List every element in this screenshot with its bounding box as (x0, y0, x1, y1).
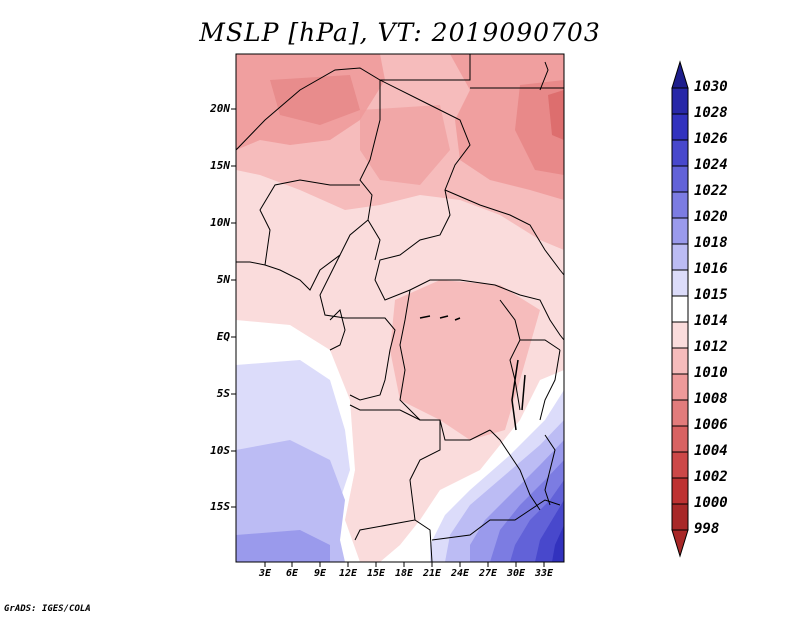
colorbar-label: 1004 (694, 443, 728, 459)
colorbar-segment (671, 243, 689, 271)
lat-label-eq: EQ (216, 330, 230, 343)
colorbar-segment (671, 321, 689, 349)
colorbar-label: 1018 (694, 235, 728, 251)
colorbar-label: 1014 (694, 313, 728, 329)
colorbar-label: 1016 (694, 261, 728, 277)
lon-label-15e: 15E (366, 568, 386, 579)
lon-label-12e: 12E (338, 568, 358, 579)
colorbar-label: 1026 (694, 131, 728, 147)
colorbar-segment (671, 425, 689, 453)
colorbar-segment (671, 113, 689, 141)
colorbar-label: 1015 (694, 287, 728, 303)
colorbar-segment (671, 87, 689, 115)
colorbar-label: 1020 (694, 209, 728, 225)
colorbar-label: 1030 (694, 79, 728, 95)
country-borders (236, 54, 564, 562)
colorbar-segment (671, 477, 689, 505)
lat-label-10s: 10S (210, 444, 230, 457)
lat-label-15n: 15N (210, 159, 230, 172)
lon-label-21e: 21E (422, 568, 442, 579)
colorbar-label: 1012 (694, 339, 728, 355)
lon-label-27e: 27E (478, 568, 498, 579)
lon-label-9e: 9E (313, 568, 327, 579)
colorbar-segment (671, 191, 689, 219)
credit-text: GrADS: IGES/COLA (4, 604, 91, 614)
colorbar-label: 1008 (694, 391, 728, 407)
colorbar-segment (671, 399, 689, 427)
colorbar-segment (671, 165, 689, 193)
lat-label-5s: 5S (216, 387, 230, 400)
colorbar-label: 1002 (694, 469, 728, 485)
lat-ticks (231, 108, 236, 508)
lon-label-18e: 18E (394, 568, 414, 579)
colorbar-segment (671, 503, 689, 531)
colorbar-segment (671, 217, 689, 245)
colorbar-label: 1024 (694, 157, 728, 173)
colorbar-label: 1010 (694, 365, 728, 381)
colorbar-label: 998 (694, 521, 720, 537)
colorbar-label: 1000 (694, 495, 728, 511)
lat-label-5n: 5N (216, 273, 230, 286)
colorbar-segment (671, 347, 689, 375)
colorbar-segment (671, 295, 689, 323)
colorbar-arrow-top (671, 60, 689, 89)
lon-label-24e: 24E (450, 568, 470, 579)
lon-label-33e: 33E (534, 568, 554, 579)
page-title: MSLP [hPa], VT: 2019090703 (199, 18, 601, 47)
colorbar-label: 1022 (694, 183, 728, 199)
colorbar-segment (671, 373, 689, 401)
lon-label-30e: 30E (506, 568, 526, 579)
lon-ticks (264, 562, 545, 567)
colorbar-label: 1006 (694, 417, 728, 433)
colorbar-segment (671, 269, 689, 297)
lat-label-10n: 10N (210, 216, 230, 229)
lon-label-3e: 3E (258, 568, 272, 579)
colorbar-segment (671, 139, 689, 167)
colorbar-arrow-bottom (671, 529, 689, 558)
colorbar-label: 1028 (694, 105, 728, 121)
lat-label-15s: 15S (210, 500, 230, 513)
map-frame (235, 53, 565, 563)
colorbar-segment (671, 451, 689, 479)
pressure-field (236, 54, 564, 562)
colorbar (671, 60, 689, 558)
lon-label-6e: 6E (285, 568, 299, 579)
lat-label-20n: 20N (210, 102, 230, 115)
